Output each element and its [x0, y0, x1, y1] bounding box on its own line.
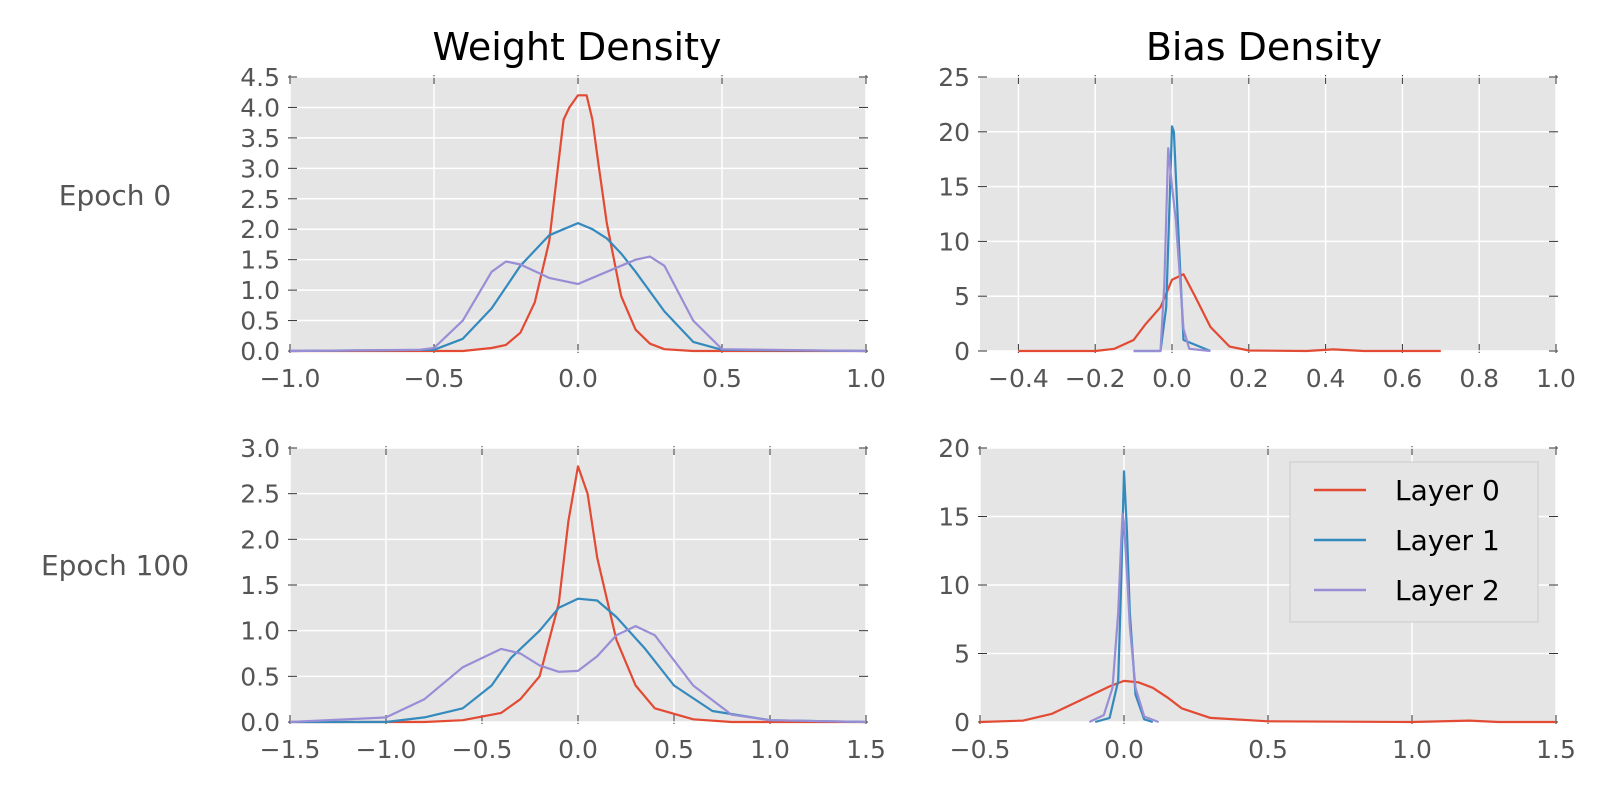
row-label-epoch-100: Epoch 100	[41, 549, 189, 582]
x-tick-label: −1.5	[260, 735, 321, 764]
x-tick-label: 0.6	[1383, 364, 1423, 393]
y-tick-label: 1.5	[240, 246, 280, 275]
y-tick-label: 2.0	[240, 525, 280, 554]
y-tick-label: 20	[938, 118, 970, 147]
x-tick-label: 0.0	[558, 364, 598, 393]
y-tick-label: 15	[938, 173, 970, 202]
column-title-bias-density: Bias Density	[1146, 25, 1382, 69]
x-tick-label: −0.2	[1065, 364, 1126, 393]
y-tick-label: 0	[954, 708, 970, 737]
x-tick-label: 0.8	[1459, 364, 1499, 393]
y-tick-label: 10	[938, 227, 970, 256]
x-tick-label: −0.4	[988, 364, 1049, 393]
x-tick-label: 0.0	[1104, 735, 1144, 764]
series-line-layer-1	[290, 597, 867, 724]
series-line-layer-2	[289, 255, 867, 353]
y-tick-label: 5	[954, 282, 970, 311]
x-tick-label: 0.4	[1306, 364, 1346, 393]
series-line-layer-2	[289, 624, 867, 724]
y-tick-label: 1.0	[240, 617, 280, 646]
panel-bias-epoch-0: −0.4 −0.2 0.0 0.2 0.4 0.6 0.8 1.0 0 5 10 15 20 25	[938, 63, 1576, 393]
legend-box	[1289, 461, 1539, 623]
x-tick-label: −0.5	[404, 364, 465, 393]
x-tick-label: 0.5	[1248, 735, 1288, 764]
x-tick-label: 0.0	[1152, 364, 1192, 393]
series-line-layer-1	[289, 222, 867, 353]
legend-label-layer-1: Layer 1	[1395, 524, 1500, 557]
series-line-layer-2	[1088, 512, 1159, 724]
y-tick-label: 2.0	[240, 215, 280, 244]
series-line-layer-0	[1018, 273, 1441, 353]
y-tick-label: 0.5	[240, 307, 280, 336]
series-line-layer-0	[979, 679, 1556, 724]
panel-weight-epoch-0: −1.0 −0.5 0.0 0.5 1.00.00.51.01.52.02.53.03.…	[240, 63, 886, 393]
x-tick-label: 0.5	[654, 735, 694, 764]
y-tick-label: 15	[938, 503, 970, 532]
x-tick-label: 0.0	[558, 735, 598, 764]
row-label-epoch-0: Epoch 0	[59, 179, 171, 212]
x-tick-label: 0.2	[1229, 364, 1269, 393]
y-tick-label: 1.5	[240, 571, 280, 600]
y-tick-label: 0.0	[240, 337, 280, 366]
x-tick-label: 0.5	[702, 364, 742, 393]
x-tick-label: 1.0	[846, 364, 886, 393]
legend-label-layer-0: Layer 0	[1395, 474, 1500, 507]
x-tick-label: 1.0	[1392, 735, 1432, 764]
x-tick-label: 1.5	[1536, 735, 1576, 764]
column-title-weight-density: Weight Density	[433, 25, 722, 69]
panels-layer: −1.0 −0.5 0.0 0.5 1.00.00.51.01.52.02.53.03.…	[240, 63, 1576, 764]
y-tick-label: 0	[954, 337, 970, 366]
legend-label-layer-2: Layer 2	[1395, 574, 1500, 607]
y-tick-label: 2.5	[240, 185, 280, 214]
y-tick-label: 2.5	[240, 480, 280, 509]
series-line-layer-2	[1133, 147, 1211, 353]
x-tick-label: −0.5	[452, 735, 513, 764]
plot-area-bias-epoch-0	[980, 77, 1556, 351]
y-tick-label: 1.0	[240, 276, 280, 305]
y-tick-label: 3.0	[240, 434, 280, 463]
x-tick-label: 1.5	[846, 735, 886, 764]
y-tick-label: 0.5	[240, 662, 280, 691]
series-line-layer-0	[290, 465, 866, 724]
y-tick-label: 0.0	[240, 708, 280, 737]
legend: Layer 0 Layer 1 Layer 2	[1289, 461, 1539, 623]
x-tick-label: −1.0	[356, 735, 417, 764]
y-tick-label: 4.0	[240, 93, 280, 122]
series-line-layer-1	[1094, 470, 1154, 724]
panel-weight-epoch-100: −1.5 −1.0 −0.5 0.0 0.5 1.0 1.5 0.0 0.5 1.0 1.5 2.0 2…	[240, 434, 886, 764]
y-tick-label: 4.5	[240, 63, 280, 92]
y-tick-label: 25	[938, 63, 970, 92]
x-tick-label: −1.0	[260, 364, 321, 393]
series-line-layer-0	[290, 94, 866, 353]
y-tick-label: 20	[938, 434, 970, 463]
y-tick-label: 10	[938, 571, 970, 600]
y-tick-label: 5	[954, 640, 970, 669]
y-tick-label: 3.5	[240, 124, 280, 153]
x-tick-label: 1.0	[750, 735, 790, 764]
x-tick-label: −0.5	[950, 735, 1011, 764]
y-tick-label: 3.0	[240, 154, 280, 183]
x-tick-label: 1.0	[1536, 364, 1576, 393]
